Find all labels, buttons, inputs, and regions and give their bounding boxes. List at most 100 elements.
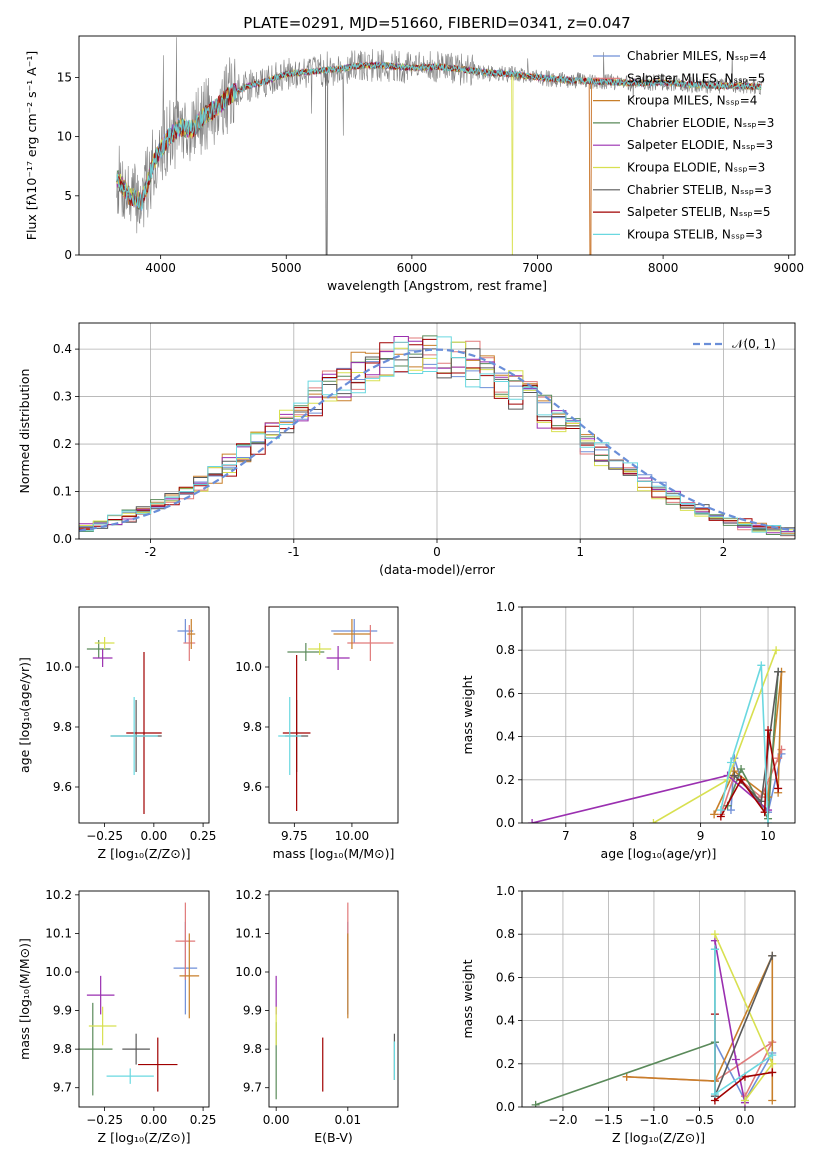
y-tick-label: 10.0 <box>235 965 262 979</box>
mass-vs-z-axes: −0.25 0.00 0.25 9.7 9.8 9.9 10.0 10.1 10.2 Z [log… <box>17 888 216 1145</box>
x-tick-label: 4000 <box>145 261 176 275</box>
x-axis-label: (data-model)/error <box>379 562 496 577</box>
spectrum-frame <box>78 35 796 256</box>
y-tick-label: 10.1 <box>45 926 72 940</box>
x-tick-label: 0.00 <box>140 1113 167 1127</box>
y-tick-label: 0.2 <box>496 1057 515 1071</box>
weight-vs-z-axes: −2.0 −1.5 −1.0 −0.5 0.0 0.0 0.2 0.4 0.6 0.8 1.0 Z [… <box>460 884 795 1145</box>
weight-marker <box>757 797 766 806</box>
y-tick-label: 0 <box>64 248 72 262</box>
y-axis-label: mass [log₁₀(M/M⊙)] <box>17 938 32 1060</box>
weight-marker <box>740 1096 749 1105</box>
y-tick-label: 9.6 <box>53 780 72 794</box>
y-tick-label: 5 <box>64 189 72 203</box>
weight-marker <box>768 1068 777 1077</box>
legend-entry: Salpeter STELIB, Nₛₛₚ=5 <box>627 205 771 219</box>
weight-vs-z-series <box>531 930 777 1107</box>
y-tick-label: 0.1 <box>53 485 72 499</box>
x-axis-label: mass [log₁₀(M/M⊙)] <box>273 846 395 861</box>
x-tick-label: -2 <box>145 545 157 559</box>
x-tick-label: 0.25 <box>190 1113 217 1127</box>
y-tick-label: 0.0 <box>53 532 72 546</box>
x-tick-label: 10 <box>760 829 775 843</box>
legend-entry: Salpeter ELODIE, Nₛₛₚ=3 <box>627 138 773 152</box>
weight-vs-age-frame <box>521 606 796 824</box>
weight-marker <box>764 726 773 735</box>
legend-entry: 𝒩(0, 1) <box>732 337 776 351</box>
mass-vs-z-frame <box>78 890 210 1108</box>
residuals-axes: -2 -1 0 1 2 0.0 0.1 0.2 0.3 0.4 (data-model)/error… <box>17 323 795 577</box>
weight-marker <box>768 951 777 960</box>
weight-vs-z-frame <box>521 890 796 1108</box>
x-tick-label: 9 <box>697 829 705 843</box>
age-vs-mass-points <box>278 619 394 811</box>
weight-marker <box>768 1096 777 1105</box>
y-tick-label: 10.2 <box>235 888 262 902</box>
y-tick-label: 0.0 <box>496 816 515 830</box>
figure-title: PLATE=0291, MJD=51660, FIBERID=0341, z=0… <box>243 14 630 32</box>
mass-vs-ebv-axes: 0.00 0.01 9.7 9.8 9.9 10.0 10.1 10.2 E(B-V) <box>235 888 361 1145</box>
weight-marker <box>528 819 537 823</box>
weight-line-9 <box>714 949 773 1096</box>
y-tick-label: 0.2 <box>496 773 515 787</box>
y-tick-label: 15 <box>57 70 72 84</box>
weight-marker <box>726 758 735 767</box>
x-tick-label: 7 <box>562 829 570 843</box>
mass-vs-ebv-points <box>275 902 396 1100</box>
weight-line-3 <box>626 955 774 1101</box>
legend-entry: Salpeter MILES, Nₛₛₚ=5 <box>627 71 765 85</box>
weight-marker <box>710 810 719 819</box>
weight-marker <box>531 1100 540 1107</box>
y-tick-label: 0.8 <box>496 927 515 941</box>
x-tick-label: 0.00 <box>140 829 167 843</box>
weight-marker <box>768 1059 777 1068</box>
x-tick-label: −1.0 <box>639 1113 668 1127</box>
weight-line-1 <box>714 1041 773 1103</box>
y-tick-label: 9.8 <box>53 720 72 734</box>
residuals-frame <box>78 322 796 540</box>
y-tick-label: 9.9 <box>53 1004 72 1018</box>
x-tick-label: 0 <box>433 545 441 559</box>
weight-line-4 <box>535 1041 716 1106</box>
x-tick-label: −0.5 <box>685 1113 714 1127</box>
x-tick-label: 9.75 <box>281 829 308 843</box>
weight-vs-age-axes: 7 8 9 10 0.0 0.2 0.4 0.6 0.8 1.0 age [log₁₀(age/yr… <box>460 600 795 861</box>
weight-marker <box>772 646 781 655</box>
legend-entry: Kroupa ELODIE, Nₛₛₚ=3 <box>627 161 765 175</box>
x-tick-label: 9000 <box>773 261 804 275</box>
x-axis-label: Z [log₁₀(Z/Z⊙)] <box>612 1130 705 1145</box>
y-tick-label: 0.4 <box>496 1014 515 1028</box>
y-tick-label: 0.3 <box>53 390 72 404</box>
x-tick-label: −1.5 <box>594 1113 623 1127</box>
y-tick-label: 0.4 <box>496 730 515 744</box>
weight-marker <box>622 1072 631 1081</box>
x-axis-label: E(B-V) <box>314 1130 353 1145</box>
x-tick-label: -1 <box>288 545 300 559</box>
weight-marker <box>774 667 783 676</box>
x-axis-label: wavelength [Angstrom, rest frame] <box>327 278 547 293</box>
x-axis-label: Z [log₁₀(Z/Z⊙)] <box>98 1130 191 1145</box>
x-tick-label: 5000 <box>271 261 302 275</box>
weight-marker <box>757 661 766 670</box>
y-tick-label: 0.2 <box>53 437 72 451</box>
mass-vs-ebv-frame <box>268 890 399 1108</box>
age-vs-z-axes: −0.25 0.00 0.25 9.6 9.8 10.0 Z [log₁₀(Z/Z⊙)] ag… <box>17 657 216 861</box>
y-axis-label: age [log₁₀(age/yr)] <box>17 657 32 773</box>
y-axis-label: Normed distribution <box>17 369 32 494</box>
age-vs-mass-axes: 9.75 10.00 9.6 9.8 10.0 mass [log₁₀(M/M⊙)] <box>235 660 394 861</box>
x-tick-label: −2.0 <box>548 1113 577 1127</box>
y-tick-label: 10.0 <box>45 660 72 674</box>
age-vs-z-points <box>86 619 196 814</box>
y-tick-label: 1.0 <box>496 600 515 614</box>
weight-marker <box>710 945 719 954</box>
weight-marker <box>710 930 719 939</box>
model-line-9 <box>116 61 762 211</box>
x-axis-label: Z [log₁₀(Z/Z⊙)] <box>98 846 191 861</box>
x-tick-label: 10.00 <box>335 829 369 843</box>
y-tick-label: 9.6 <box>243 780 262 794</box>
x-tick-label: 8000 <box>648 261 679 275</box>
y-tick-label: 9.7 <box>243 1081 262 1095</box>
x-tick-label: 6000 <box>397 261 428 275</box>
y-axis-label: mass weight <box>460 675 475 754</box>
